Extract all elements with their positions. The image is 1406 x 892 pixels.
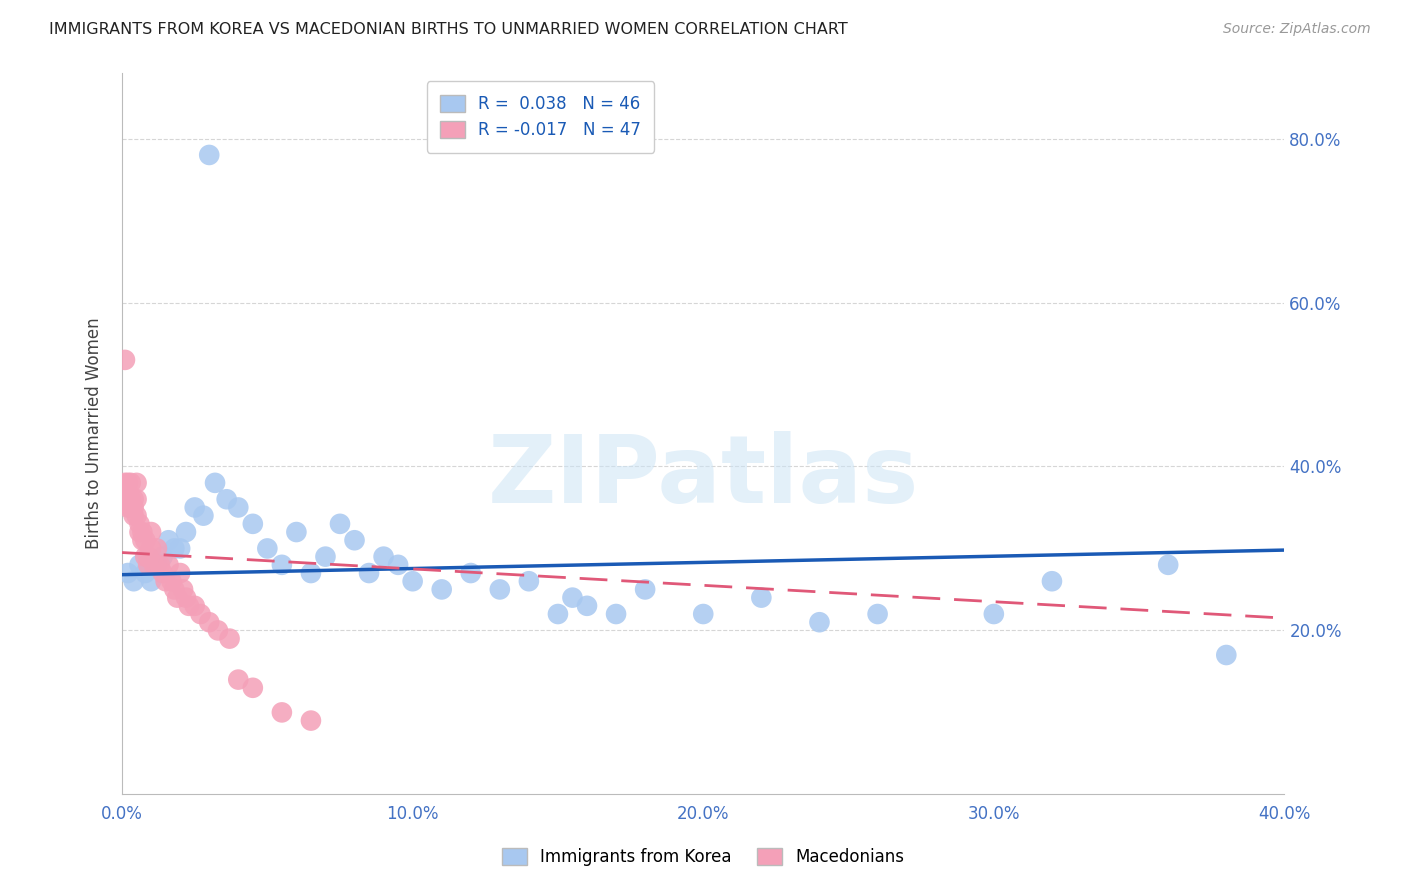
Point xyxy=(343,533,366,548)
Point xyxy=(517,574,540,589)
Point xyxy=(1215,648,1237,662)
Point xyxy=(256,541,278,556)
Text: ZIPatlas: ZIPatlas xyxy=(488,431,920,523)
Y-axis label: Births to Unmarried Women: Births to Unmarried Women xyxy=(86,318,103,549)
Point xyxy=(136,558,159,572)
Point xyxy=(190,607,212,621)
Point xyxy=(692,607,714,621)
Point xyxy=(134,533,156,548)
Point xyxy=(808,615,831,630)
Point xyxy=(163,582,186,597)
Text: IMMIGRANTS FROM KOREA VS MACEDONIAN BIRTHS TO UNMARRIED WOMEN CORRELATION CHART: IMMIGRANTS FROM KOREA VS MACEDONIAN BIRT… xyxy=(49,22,848,37)
Point xyxy=(177,599,200,613)
Point xyxy=(163,541,186,556)
Point xyxy=(299,714,322,728)
Point xyxy=(122,574,145,589)
Point xyxy=(117,475,139,490)
Point xyxy=(117,492,139,507)
Point xyxy=(460,566,482,580)
Point xyxy=(488,582,510,597)
Point xyxy=(866,607,889,621)
Point xyxy=(561,591,583,605)
Point xyxy=(160,574,183,589)
Point xyxy=(139,541,162,556)
Point xyxy=(242,681,264,695)
Point xyxy=(143,558,166,572)
Point xyxy=(125,492,148,507)
Point xyxy=(125,508,148,523)
Point xyxy=(207,624,229,638)
Point xyxy=(117,500,139,515)
Point xyxy=(373,549,395,564)
Point xyxy=(387,558,409,572)
Point xyxy=(605,607,627,621)
Point xyxy=(430,582,453,597)
Point xyxy=(152,566,174,580)
Point xyxy=(357,566,380,580)
Point xyxy=(285,524,308,539)
Point xyxy=(134,566,156,580)
Point xyxy=(751,591,773,605)
Point xyxy=(575,599,598,613)
Point xyxy=(983,607,1005,621)
Point xyxy=(120,500,142,515)
Point xyxy=(122,508,145,523)
Point xyxy=(329,516,352,531)
Point xyxy=(299,566,322,580)
Point xyxy=(198,615,221,630)
Point xyxy=(114,484,136,499)
Point xyxy=(146,558,169,572)
Point xyxy=(183,599,205,613)
Point xyxy=(131,524,153,539)
Point xyxy=(134,549,156,564)
Point xyxy=(122,500,145,515)
Point xyxy=(634,582,657,597)
Point xyxy=(120,492,142,507)
Point xyxy=(242,516,264,531)
Point xyxy=(547,607,569,621)
Point xyxy=(1157,558,1180,572)
Point xyxy=(146,541,169,556)
Point xyxy=(193,508,215,523)
Point xyxy=(270,706,292,720)
Point xyxy=(122,492,145,507)
Point xyxy=(152,549,174,564)
Point xyxy=(198,148,221,162)
Point xyxy=(114,475,136,490)
Point xyxy=(166,591,188,605)
Point xyxy=(125,475,148,490)
Point xyxy=(169,566,191,580)
Point xyxy=(139,524,162,539)
Legend: Immigrants from Korea, Macedonians: Immigrants from Korea, Macedonians xyxy=(488,834,918,880)
Point xyxy=(157,533,180,548)
Point xyxy=(139,574,162,589)
Point xyxy=(128,558,150,572)
Point xyxy=(226,673,249,687)
Point xyxy=(172,582,194,597)
Point xyxy=(314,549,336,564)
Point xyxy=(174,524,197,539)
Point xyxy=(136,549,159,564)
Point xyxy=(215,492,238,507)
Point xyxy=(1040,574,1063,589)
Point xyxy=(174,591,197,605)
Point xyxy=(149,558,172,572)
Point xyxy=(114,352,136,367)
Point xyxy=(131,533,153,548)
Point xyxy=(128,516,150,531)
Point xyxy=(120,475,142,490)
Point xyxy=(226,500,249,515)
Point xyxy=(155,574,177,589)
Point xyxy=(270,558,292,572)
Point xyxy=(169,541,191,556)
Point xyxy=(157,558,180,572)
Point xyxy=(204,475,226,490)
Point xyxy=(218,632,240,646)
Text: Source: ZipAtlas.com: Source: ZipAtlas.com xyxy=(1223,22,1371,37)
Point xyxy=(183,500,205,515)
Point xyxy=(128,524,150,539)
Point xyxy=(117,566,139,580)
Legend: R =  0.038   N = 46, R = -0.017   N = 47: R = 0.038 N = 46, R = -0.017 N = 47 xyxy=(426,81,654,153)
Point xyxy=(401,574,423,589)
